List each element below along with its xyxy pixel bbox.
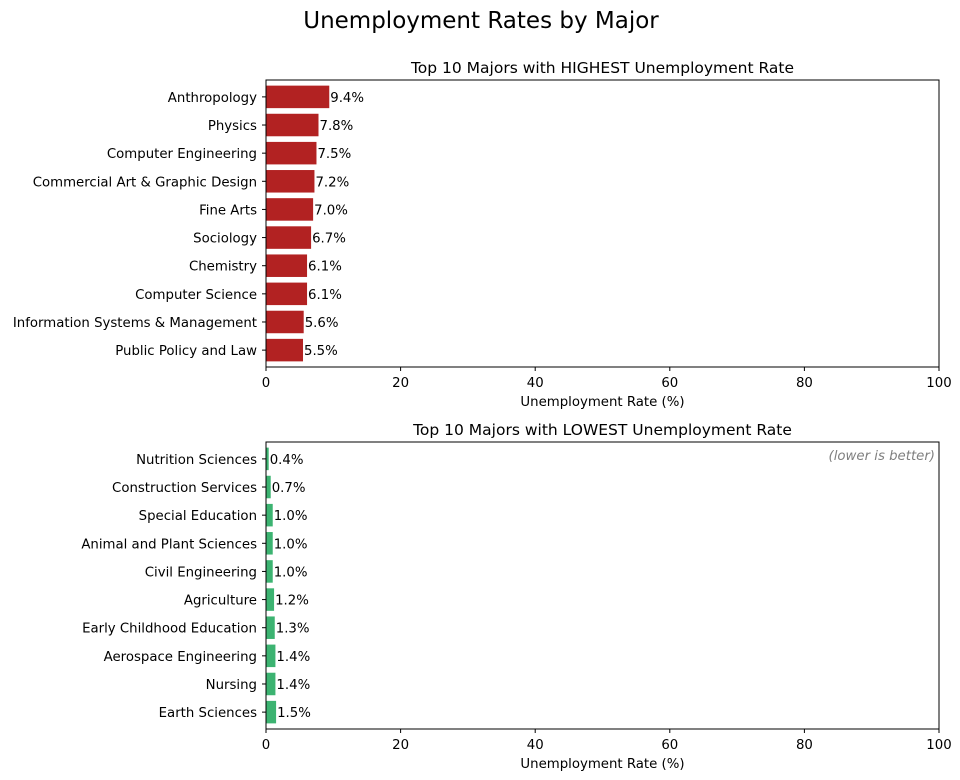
bar [266, 672, 276, 696]
x-axis-label: Unemployment Rate (%) [520, 757, 684, 772]
value-label: 1.0% [274, 537, 308, 552]
bar [266, 141, 317, 165]
chart-title: Top 10 Majors with LOWEST Unemployment R… [412, 421, 792, 439]
category-label: Aerospace Engineering [104, 650, 257, 665]
bar [266, 170, 315, 193]
bar [266, 113, 319, 137]
bar [266, 310, 304, 334]
bar [266, 447, 269, 471]
x-tick-label: 100 [926, 738, 951, 753]
category-label: Sociology [193, 232, 257, 247]
value-label: 7.5% [317, 147, 351, 162]
value-label: 6.1% [308, 288, 342, 303]
category-label: Construction Services [112, 481, 257, 496]
x-tick-label: 100 [926, 376, 951, 391]
figure-title: Unemployment Rates by Major [303, 8, 659, 34]
x-tick-label: 40 [527, 376, 544, 391]
x-tick-label: 0 [262, 376, 270, 391]
chart-title: Top 10 Majors with HIGHEST Unemployment … [410, 59, 794, 77]
value-label: 1.2% [275, 594, 309, 609]
bar [266, 226, 312, 249]
x-tick-label: 60 [661, 376, 678, 391]
value-label: 1.4% [276, 678, 310, 693]
value-label: 0.7% [272, 481, 306, 496]
bar [266, 616, 275, 639]
category-label: Agriculture [184, 594, 257, 609]
category-label: Earth Sciences [159, 706, 257, 721]
value-label: 5.5% [304, 344, 338, 359]
annotation-note: (lower is better) [829, 449, 936, 464]
category-label: Civil Engineering [145, 565, 257, 580]
x-axis-label: Unemployment Rate (%) [520, 395, 684, 410]
value-label: 5.6% [305, 316, 339, 331]
category-label: Special Education [139, 509, 257, 524]
category-label: Animal and Plant Sciences [81, 537, 257, 552]
category-label: Anthropology [168, 91, 257, 106]
bar [266, 338, 304, 362]
bar [266, 254, 308, 277]
value-label: 1.0% [274, 509, 308, 524]
value-label: 6.7% [312, 232, 346, 247]
value-label: 6.1% [308, 260, 342, 275]
value-label: 7.8% [319, 119, 353, 134]
x-tick-label: 40 [527, 738, 544, 753]
category-label: Chemistry [189, 260, 257, 275]
category-label: Public Policy and Law [115, 344, 257, 359]
value-label: 1.5% [277, 706, 311, 721]
value-label: 0.4% [270, 453, 304, 468]
category-label: Early Childhood Education [82, 622, 257, 637]
category-label: Computer Engineering [107, 147, 257, 162]
value-label: 7.2% [315, 175, 349, 190]
category-label: Information Systems & Management [13, 316, 257, 331]
bar [266, 532, 273, 555]
highest-unemployment-chart: Top 10 Majors with HIGHEST Unemployment … [13, 59, 952, 410]
category-label: Physics [208, 119, 257, 134]
category-label: Fine Arts [199, 203, 257, 218]
value-label: 1.3% [276, 622, 310, 637]
value-label: 7.0% [314, 203, 348, 218]
category-label: Nursing [206, 678, 257, 693]
category-label: Commercial Art & Graphic Design [33, 175, 257, 190]
x-tick-label: 80 [796, 738, 813, 753]
lowest-unemployment-chart: Top 10 Majors with LOWEST Unemployment R… [81, 421, 951, 772]
value-label: 1.0% [274, 565, 308, 580]
plot-frame [265, 79, 940, 368]
bar [266, 282, 308, 306]
category-label: Computer Science [135, 288, 257, 303]
category-label: Nutrition Sciences [136, 453, 257, 468]
x-tick-label: 20 [392, 738, 409, 753]
x-tick-label: 60 [661, 738, 678, 753]
plot-frame [265, 441, 940, 730]
value-label: 9.4% [330, 91, 364, 106]
bar [266, 85, 330, 109]
x-tick-label: 80 [796, 376, 813, 391]
bar [266, 503, 273, 527]
bar [266, 560, 273, 583]
bar [266, 198, 314, 221]
x-tick-label: 0 [262, 738, 270, 753]
bar [266, 588, 275, 611]
x-tick-label: 20 [392, 376, 409, 391]
value-label: 1.4% [276, 650, 310, 665]
bar [266, 475, 271, 499]
bar [266, 644, 276, 668]
bar [266, 700, 277, 724]
